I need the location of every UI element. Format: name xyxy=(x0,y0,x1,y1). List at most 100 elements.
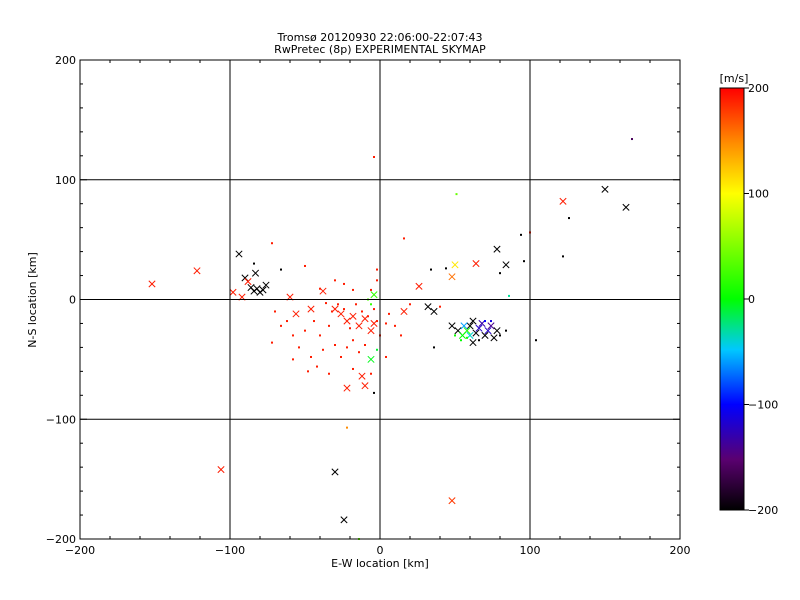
axis-ticks: −200 −100 0 100 200 −200 −100 0 100 200 xyxy=(46,54,691,557)
data-point xyxy=(271,341,273,344)
chart-title: Tromsø 20120930 22:06:00-22:07:43 xyxy=(276,31,482,44)
data-point xyxy=(409,303,411,306)
data-point xyxy=(343,317,351,325)
data-point xyxy=(355,322,363,330)
data-point xyxy=(328,324,330,327)
data-point xyxy=(292,358,294,361)
data-point xyxy=(298,346,300,349)
data-point xyxy=(319,287,321,290)
data-point xyxy=(601,185,609,193)
data-point xyxy=(430,268,432,271)
data-point xyxy=(364,344,366,347)
data-point xyxy=(259,286,267,294)
data-point xyxy=(376,279,378,282)
data-point xyxy=(307,305,315,313)
data-point xyxy=(454,334,456,337)
data-point xyxy=(460,339,462,342)
data-point xyxy=(319,334,321,337)
y-axis-label: N-S location [km] xyxy=(26,252,39,348)
data-point xyxy=(631,138,633,141)
data-point xyxy=(280,324,282,327)
data-point xyxy=(448,273,456,281)
data-point xyxy=(472,260,480,268)
data-point xyxy=(337,310,345,318)
data-points xyxy=(148,138,633,540)
data-point xyxy=(253,262,255,265)
x-tick-label: −100 xyxy=(215,544,245,557)
data-point xyxy=(478,339,480,342)
data-point xyxy=(370,291,378,299)
data-point xyxy=(304,264,306,267)
x-tick-label: 0 xyxy=(377,544,384,557)
data-point xyxy=(433,346,435,349)
data-point xyxy=(490,334,498,342)
data-point xyxy=(322,348,324,351)
data-point xyxy=(469,339,477,347)
data-point xyxy=(373,308,375,311)
data-point xyxy=(385,322,387,325)
data-point xyxy=(499,334,501,337)
data-point xyxy=(490,320,492,323)
data-point xyxy=(310,355,312,358)
y-tick-label: 0 xyxy=(69,294,76,307)
data-point xyxy=(403,237,405,240)
data-point xyxy=(370,288,372,291)
data-point xyxy=(370,303,372,306)
data-point xyxy=(292,334,294,337)
data-point xyxy=(373,155,375,158)
data-point xyxy=(502,261,510,269)
data-point xyxy=(535,339,537,342)
data-point xyxy=(460,322,468,330)
data-point xyxy=(307,370,309,373)
data-point xyxy=(343,282,345,285)
data-point xyxy=(376,320,378,323)
data-point xyxy=(304,329,306,332)
colorbar-tick-label: 0 xyxy=(748,293,755,306)
data-point xyxy=(361,382,369,390)
data-point xyxy=(472,329,480,337)
data-point xyxy=(463,327,471,335)
data-point xyxy=(274,310,276,313)
data-point xyxy=(331,468,339,476)
data-point xyxy=(388,312,390,315)
data-point xyxy=(367,355,375,363)
data-point xyxy=(262,281,270,289)
data-point xyxy=(193,267,201,275)
data-point xyxy=(385,355,387,358)
data-point xyxy=(469,317,477,325)
data-point xyxy=(376,268,378,271)
data-point xyxy=(361,310,363,313)
data-point xyxy=(367,327,375,335)
data-point xyxy=(235,250,243,258)
data-point xyxy=(520,233,522,236)
data-point xyxy=(334,279,336,282)
data-point xyxy=(352,288,354,291)
data-point xyxy=(376,348,378,351)
data-point xyxy=(400,307,408,316)
data-point xyxy=(355,303,357,306)
data-point xyxy=(358,351,360,354)
data-point xyxy=(394,324,396,327)
data-point xyxy=(349,312,357,320)
x-tick-label: 200 xyxy=(670,544,691,557)
data-point xyxy=(424,303,432,311)
data-point xyxy=(316,365,318,368)
colorbar-tick-label: −100 xyxy=(748,399,778,412)
data-point xyxy=(493,245,501,253)
data-point xyxy=(445,267,447,270)
x-tick-label: 100 xyxy=(520,544,541,557)
data-point xyxy=(484,327,492,335)
data-point xyxy=(481,331,489,339)
data-point xyxy=(373,391,375,394)
data-point xyxy=(343,384,351,392)
data-point xyxy=(475,324,483,332)
data-point xyxy=(148,280,156,288)
x-axis-label: E-W location [km] xyxy=(331,557,429,570)
data-point xyxy=(622,203,630,211)
colorbar-tick-label: 200 xyxy=(748,82,769,95)
chart-subtitle: RwPretec (8p) EXPERIMENTAL SKYMAP xyxy=(274,43,486,56)
data-point xyxy=(562,255,564,258)
data-point xyxy=(229,288,237,296)
data-point xyxy=(217,465,225,474)
data-point xyxy=(346,346,348,349)
